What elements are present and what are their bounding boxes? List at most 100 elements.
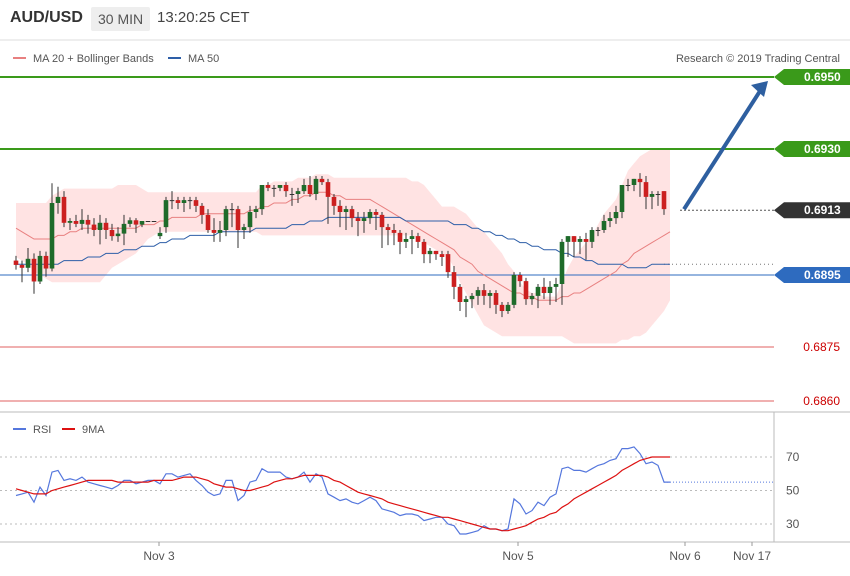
rsi-tick-1: 50	[786, 484, 800, 498]
candle	[463, 295, 469, 318]
time-label-3: Nov 17	[733, 549, 771, 563]
candle	[247, 205, 253, 233]
candle	[361, 212, 367, 233]
candle-body	[601, 221, 607, 230]
candle-body	[547, 286, 553, 293]
candle	[307, 176, 313, 197]
candle-body	[151, 221, 157, 222]
candle	[355, 212, 361, 237]
candle-body	[301, 185, 307, 192]
candle	[631, 178, 637, 192]
candle-body	[595, 230, 601, 231]
candle-body	[451, 272, 457, 287]
candle-body	[541, 286, 547, 293]
candle-body	[661, 191, 667, 210]
candle	[265, 182, 271, 192]
candle-body	[277, 185, 283, 188]
candle	[25, 248, 31, 273]
candle-body	[85, 219, 91, 225]
candle-body	[205, 214, 211, 230]
rsi-legend-label: RSI	[33, 424, 51, 436]
rsi-legend: RSI 9MA	[13, 424, 105, 436]
candle	[163, 196, 169, 233]
level-badge-label-1: 0.6930	[804, 142, 841, 156]
candle	[565, 236, 571, 257]
candle-body	[175, 200, 181, 203]
candle-body	[121, 223, 127, 234]
candle-body	[289, 194, 295, 195]
instrument-title: AUD/USD	[10, 9, 83, 26]
candle	[79, 209, 85, 230]
candle	[205, 209, 211, 233]
candle-body	[529, 295, 535, 300]
candle-body	[217, 230, 223, 233]
candle-body	[67, 221, 73, 223]
candle	[655, 191, 661, 206]
candle	[625, 178, 631, 192]
level-badge-2	[774, 202, 850, 219]
candle	[391, 223, 397, 246]
projection-arrow-shaft	[682, 86, 764, 211]
rsi-grid: 70 50 30	[0, 450, 800, 531]
candle	[469, 293, 475, 309]
candle	[283, 182, 289, 197]
candle-body	[193, 200, 199, 206]
candle-body	[439, 254, 445, 257]
candle	[505, 302, 511, 314]
candle	[589, 227, 595, 248]
candle-body	[415, 236, 421, 242]
candle-body	[91, 224, 97, 230]
candle-body	[433, 250, 439, 255]
candle	[373, 209, 379, 230]
candle-body	[391, 230, 397, 233]
candle	[421, 239, 427, 264]
candle-body	[55, 196, 61, 203]
candle-body	[211, 230, 217, 233]
candle	[613, 205, 619, 224]
rsi-tick-0: 70	[786, 450, 800, 464]
candle	[43, 251, 49, 277]
candle-body	[571, 236, 577, 242]
candle	[253, 205, 259, 219]
candle	[241, 223, 247, 239]
candle	[319, 176, 325, 185]
candle	[157, 227, 163, 239]
candle	[385, 223, 391, 246]
candle-body	[163, 200, 169, 228]
candle-body	[79, 219, 85, 224]
candle-body	[223, 209, 229, 230]
candle-body	[73, 221, 79, 224]
level-badge-1	[774, 141, 850, 157]
candle	[211, 218, 217, 242]
candle	[499, 302, 505, 318]
rsi-ma9-line	[15, 456, 670, 532]
candle	[331, 194, 337, 215]
timeframe-selector[interactable]: 30 MIN	[91, 7, 151, 31]
timestamp: 13:20:25 CET	[157, 9, 250, 26]
candle	[151, 221, 157, 222]
candle	[409, 230, 415, 255]
candle	[523, 277, 529, 305]
candle-body	[487, 293, 493, 296]
candle	[643, 176, 649, 210]
candle-body	[31, 258, 37, 282]
candle	[379, 212, 385, 248]
candle-body	[577, 239, 583, 242]
level-badge-3	[774, 267, 850, 283]
candle	[187, 196, 193, 210]
candle-body	[505, 304, 511, 311]
time-label-2: Nov 6	[669, 549, 701, 563]
ma20-legend-label: MA 20 + Bollinger Bands	[33, 53, 154, 65]
candle	[169, 191, 175, 210]
candle	[37, 250, 43, 284]
candle	[55, 186, 61, 214]
candle-body	[559, 241, 565, 284]
candle-body	[361, 218, 367, 221]
candle-body	[463, 299, 469, 302]
candle	[451, 266, 457, 300]
candle-body	[535, 286, 541, 296]
candle-body	[475, 290, 481, 296]
candle	[511, 272, 517, 309]
price-axis-labels: 0.6950 0.6930 0.6913 0.6895 0.6875 0.6860	[774, 69, 850, 408]
candle	[145, 221, 151, 222]
